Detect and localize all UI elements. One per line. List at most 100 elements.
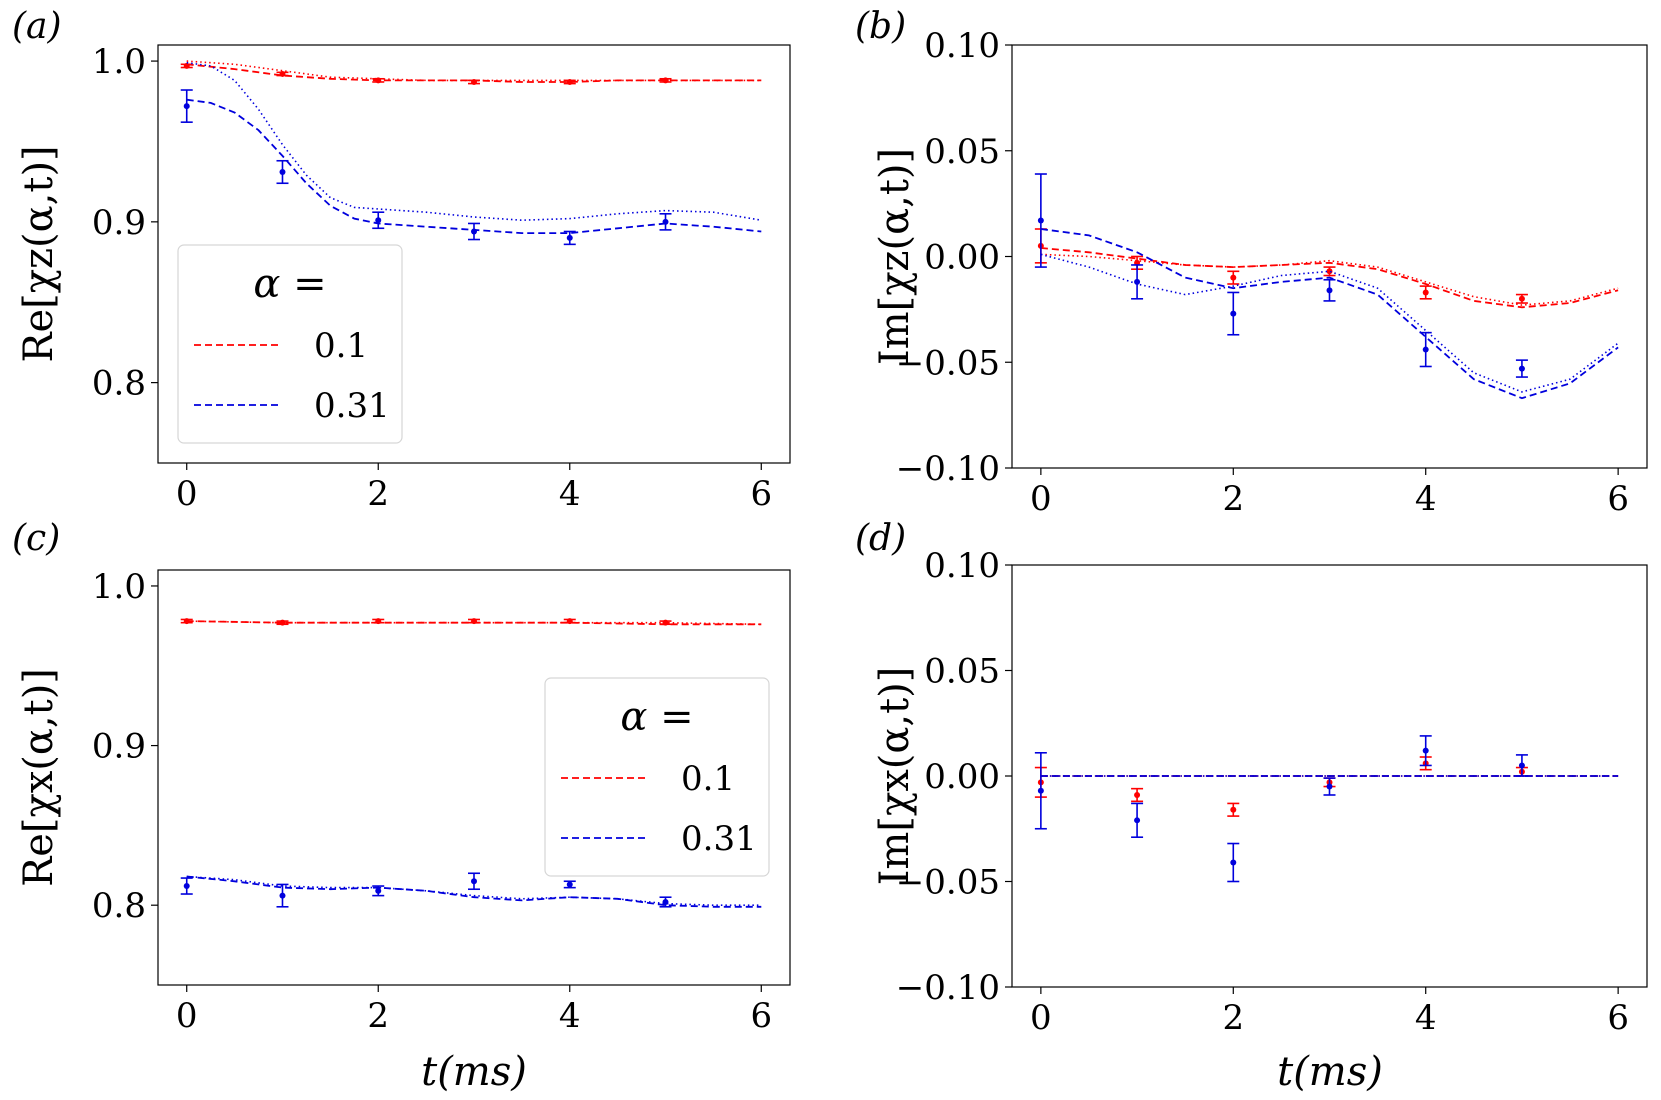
x-tick-label: 6 bbox=[750, 474, 772, 514]
legend-title: α = bbox=[253, 261, 326, 307]
series-0.31-point bbox=[183, 883, 190, 890]
x-axis-label-c: t(ms) bbox=[421, 1049, 527, 1095]
series-0.31-point bbox=[471, 228, 477, 235]
series-0.31-point bbox=[1134, 817, 1141, 824]
series-0.1-point bbox=[183, 618, 190, 625]
series-0.1-point bbox=[1134, 791, 1141, 798]
y-tick-label: 0.00 bbox=[924, 757, 1000, 797]
series-0.31-point bbox=[1422, 747, 1429, 754]
series-0.1-point bbox=[662, 619, 669, 626]
series-0.31-point bbox=[1422, 346, 1429, 353]
series-0.31-point bbox=[471, 878, 477, 885]
series-0.1-point bbox=[183, 62, 190, 69]
plot-frame bbox=[157, 569, 791, 986]
y-axis-label: Re[χx(α,t)] bbox=[16, 668, 62, 887]
plot-frame bbox=[1011, 44, 1648, 469]
x-tick-label: 4 bbox=[1415, 479, 1437, 519]
series-0.31-point bbox=[566, 234, 573, 241]
y-tick-label: 1.0 bbox=[92, 42, 146, 82]
series-0.31-point bbox=[375, 887, 382, 894]
y-tick-label: 0.8 bbox=[92, 886, 146, 926]
series-0.31-point bbox=[279, 169, 286, 176]
x-tick-label: 0 bbox=[1030, 998, 1052, 1038]
legend-entry-0.31: 0.31 bbox=[314, 386, 390, 426]
series-0.31-point bbox=[662, 899, 669, 905]
series-0.1-dotted-line bbox=[186, 60, 762, 82]
series-0.1-point bbox=[471, 78, 477, 85]
legend-entry-0.31: 0.31 bbox=[681, 819, 757, 859]
series-0.31-dotted-line bbox=[1040, 253, 1619, 393]
y-axis-label: Im[χz(α,t)] bbox=[872, 148, 918, 365]
series-0.31-dashed-line bbox=[186, 98, 762, 235]
x-tick-label: 2 bbox=[367, 474, 389, 514]
legend-entry-0.1: 0.1 bbox=[681, 759, 735, 799]
y-axis-label: Im[χx(α,t)] bbox=[872, 667, 918, 886]
y-tick-label: 0.9 bbox=[92, 727, 146, 767]
y-tick-label: −0.10 bbox=[896, 968, 1000, 1008]
series-0.31-point bbox=[1326, 783, 1333, 790]
x-tick-label: 4 bbox=[1415, 998, 1437, 1038]
series-0.31-point bbox=[375, 217, 382, 224]
y-tick-label: 0.05 bbox=[924, 652, 1000, 692]
series-0.31-point bbox=[1037, 217, 1044, 224]
y-tick-label: 0.00 bbox=[924, 238, 1000, 278]
y-tick-label: −0.05 bbox=[896, 863, 1000, 903]
series-0.1-point bbox=[471, 618, 477, 625]
legend: α = 0.1 0.31 bbox=[177, 244, 403, 444]
series-0.1-point bbox=[1518, 295, 1525, 302]
series-0.31-point bbox=[1230, 859, 1237, 866]
series-0.31-point bbox=[662, 218, 669, 225]
series-0.31-point bbox=[183, 103, 190, 110]
series-0.31-dotted-line bbox=[186, 61, 762, 222]
x-tick-label: 2 bbox=[367, 996, 389, 1036]
series-0.31-dashed-line bbox=[1040, 228, 1619, 400]
panel-label: (b) bbox=[855, 6, 906, 47]
series-0.1-point bbox=[662, 77, 669, 84]
series-0.31-point bbox=[1518, 762, 1525, 769]
legend: α = 0.1 0.31 bbox=[544, 677, 770, 877]
series-0.1-dashed-line bbox=[1040, 247, 1619, 309]
series-0.1-point bbox=[279, 619, 286, 626]
series-0.31-point bbox=[1134, 278, 1141, 285]
x-tick-label: 6 bbox=[1607, 479, 1629, 519]
series-0.1-point bbox=[375, 77, 382, 84]
x-tick-label: 4 bbox=[559, 996, 581, 1036]
x-tick-label: 0 bbox=[176, 474, 198, 514]
x-tick-label: 0 bbox=[1030, 479, 1052, 519]
panel-label: (a) bbox=[12, 6, 62, 47]
x-axis-label-d: t(ms) bbox=[1277, 1049, 1383, 1095]
y-tick-label: 0.8 bbox=[92, 364, 146, 404]
series-0.1-point bbox=[1230, 806, 1237, 813]
series-0.1-point bbox=[1230, 274, 1237, 281]
series-0.1-dotted-line bbox=[1040, 253, 1619, 306]
series-0.31-point bbox=[1037, 787, 1044, 794]
legend-title: α = bbox=[620, 694, 693, 740]
x-tick-label: 2 bbox=[1222, 479, 1244, 519]
series-0.1-point bbox=[1326, 268, 1333, 275]
plot-frame bbox=[157, 44, 791, 464]
x-tick-label: 6 bbox=[750, 996, 772, 1036]
panel-label: (d) bbox=[855, 518, 906, 559]
x-tick-label: 0 bbox=[176, 996, 198, 1036]
x-tick-label: 6 bbox=[1607, 998, 1629, 1038]
series-0.1-point bbox=[375, 618, 382, 625]
y-tick-label: 0.10 bbox=[924, 546, 1000, 586]
series-0.31-dashed-line bbox=[186, 875, 762, 908]
y-tick-label: −0.05 bbox=[896, 343, 1000, 383]
y-tick-label: 0.9 bbox=[92, 203, 146, 243]
series-0.1-point bbox=[1422, 289, 1429, 296]
series-0.31-point bbox=[1230, 310, 1237, 317]
panel-label: (c) bbox=[12, 518, 60, 559]
panel-a: (a) Re[χz(α,t)] 0 2 4 6 0.8 0.9 1.0 α = 0.1 0.31 bbox=[12, 6, 791, 514]
panel-b: (b) Im[χz(α,t)] 0 2 4 6 −0.10 −0.05 0.00 0.05 0.10 bbox=[855, 6, 1648, 519]
legend-box bbox=[544, 677, 770, 877]
series-0.31-point bbox=[566, 881, 573, 888]
panel-d: (d) Im[χx(α,t)] 0 2 4 6 −0.10 −0.05 0.00 0.05 0.10 bbox=[855, 518, 1648, 1038]
y-tick-label: 0.05 bbox=[924, 132, 1000, 172]
y-tick-label: 0.10 bbox=[924, 26, 1000, 66]
series-0.31-dotted-line bbox=[186, 875, 762, 907]
y-tick-label: −0.10 bbox=[896, 449, 1000, 489]
series-0.31-point bbox=[1518, 365, 1525, 372]
series-0.31-point bbox=[1326, 287, 1333, 294]
